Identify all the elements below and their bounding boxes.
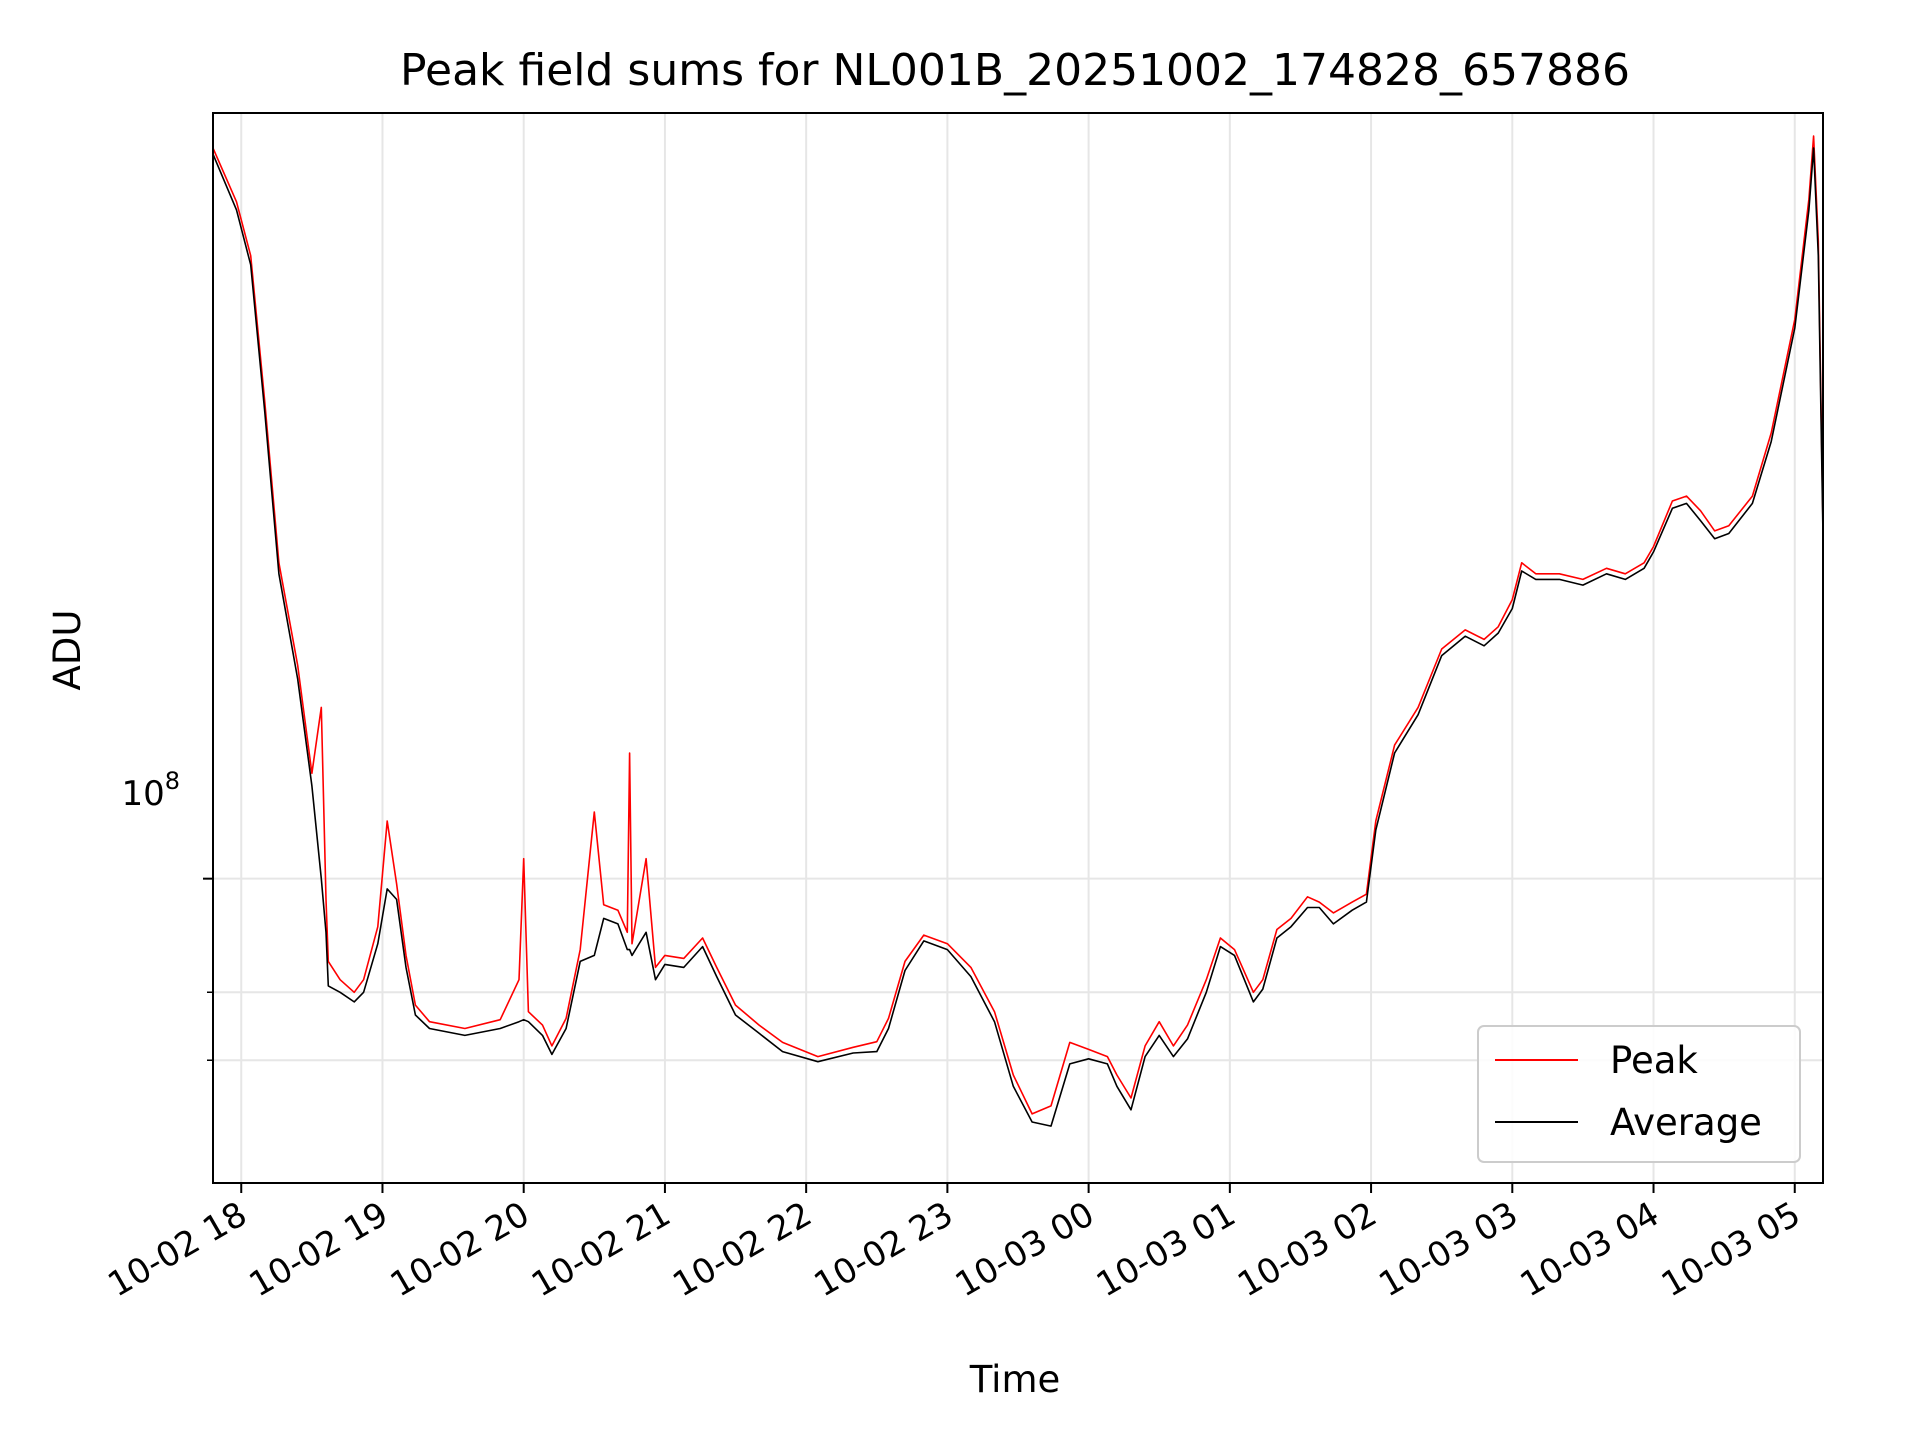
y-axis-label: ADU <box>46 610 89 691</box>
y-tick-base: 10 <box>121 774 164 814</box>
legend-label-average: Average <box>1610 1101 1762 1144</box>
y-axis-ticks: 108 <box>121 767 213 1061</box>
plot-lines <box>213 135 1823 1127</box>
legend-label-peak: Peak <box>1610 1039 1698 1082</box>
y-tick-exponent: 8 <box>165 767 180 795</box>
series-line-peak <box>213 135 1823 1115</box>
series-line-average <box>213 147 1823 1127</box>
chart-title: Peak field sums for NL001B_20251002_1748… <box>400 45 1630 96</box>
legend: Peak Average <box>1477 1025 1801 1163</box>
plot-frame <box>212 112 1824 1184</box>
y-tick-label-1e8: 108 <box>121 767 180 814</box>
x-axis-label: Time <box>969 1358 1061 1401</box>
gridlines <box>213 113 1823 1183</box>
